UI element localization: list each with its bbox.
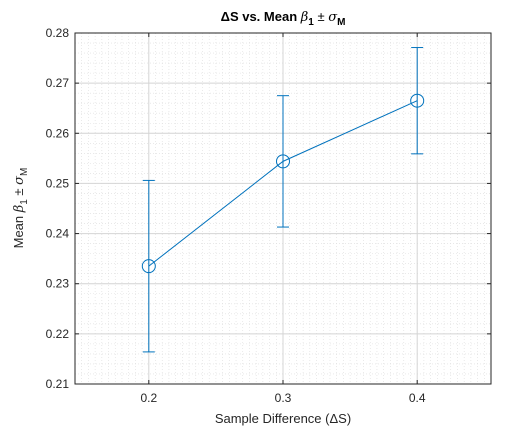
x-tick-label: 0.4 <box>409 391 426 405</box>
chart-title: ΔS vs. Mean β1 ± σM <box>221 9 346 28</box>
data-point-marker <box>410 93 425 108</box>
data-point-marker <box>141 259 156 274</box>
series-layer <box>141 47 425 353</box>
axis-ticks: 0.2 0.3 0.4 0.21 0.22 0.23 0.24 0.25 0.26 0.27 0.2… <box>46 26 491 405</box>
y-tick-label: 0.28 <box>46 26 70 40</box>
y-tick-label: 0.27 <box>46 76 70 90</box>
x-axis-label: Sample Difference (ΔS) <box>215 411 351 426</box>
x-tick-label: 0.2 <box>140 391 157 405</box>
y-tick-label: 0.21 <box>46 377 70 391</box>
y-tick-label: 0.22 <box>46 327 70 341</box>
data-point-marker <box>276 154 290 169</box>
y-tick-label: 0.24 <box>46 227 70 241</box>
y-tick-label: 0.26 <box>46 126 70 140</box>
y-axis-label: Mean β1 ± σM <box>11 168 30 249</box>
y-tick-label: 0.23 <box>46 277 70 291</box>
y-tick-label: 0.25 <box>46 176 70 190</box>
x-tick-label: 0.3 <box>275 391 292 405</box>
